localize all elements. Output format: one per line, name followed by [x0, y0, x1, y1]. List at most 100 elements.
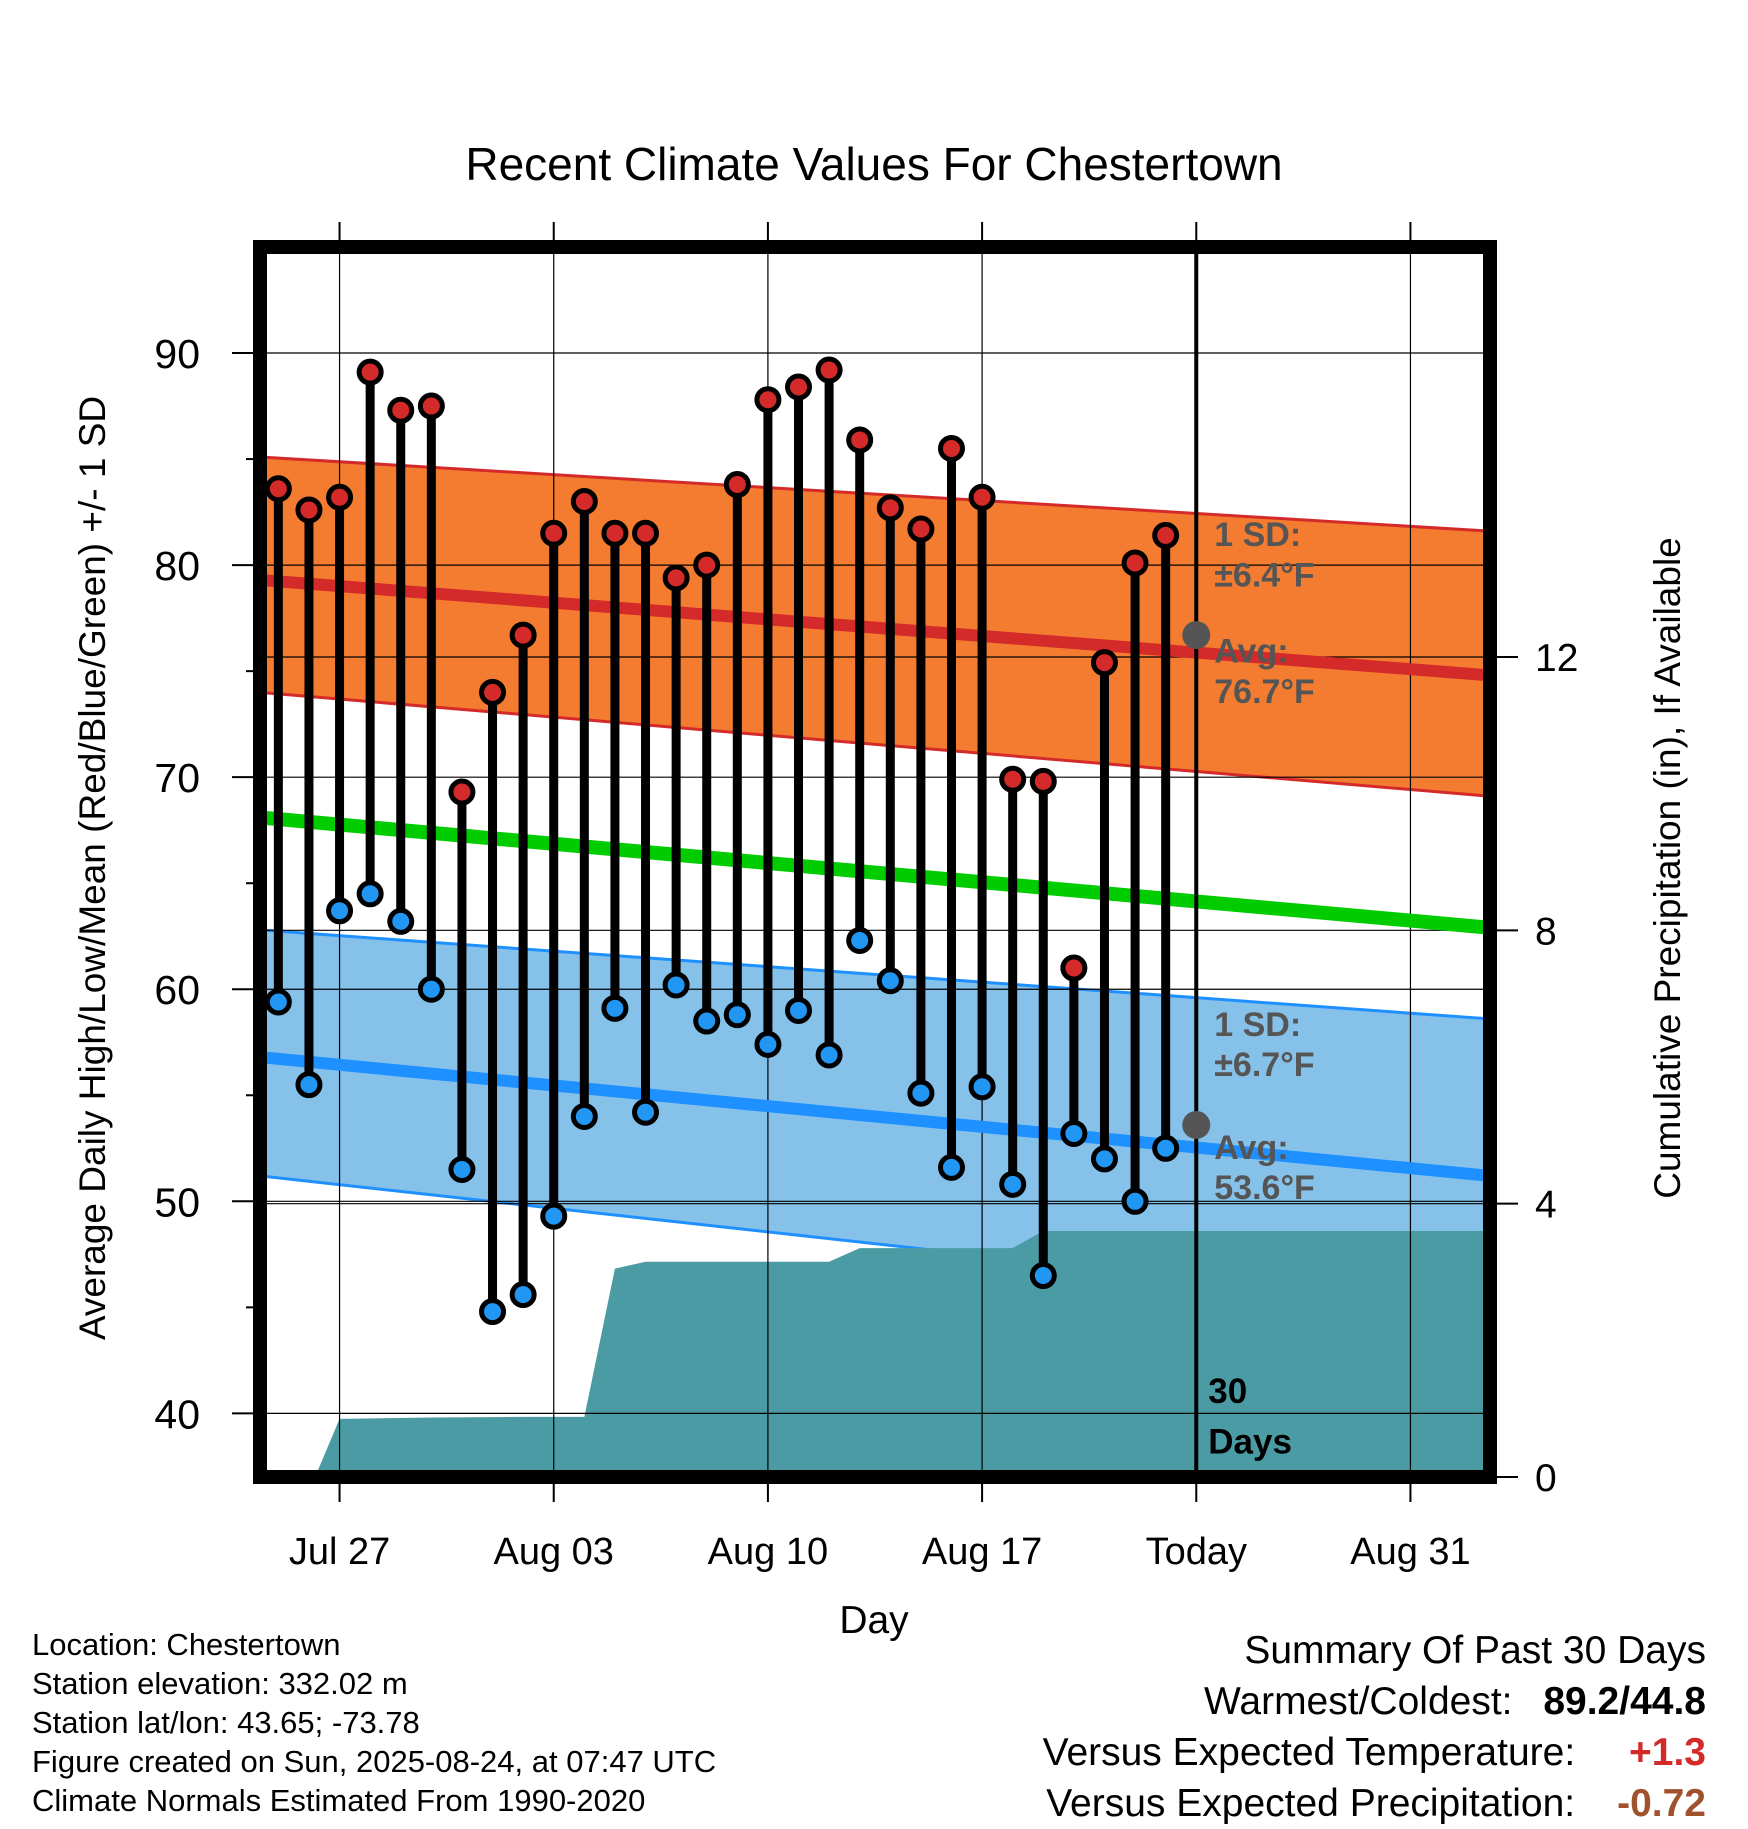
y2-tick-label-4: 4 [1535, 1184, 1557, 1227]
obs-low-dot-9 [540, 1202, 568, 1230]
y-tick-label-90: 90 [154, 331, 200, 377]
x-tick-label-2: Aug 10 [708, 1531, 828, 1573]
y2-tick-label-12: 12 [1535, 637, 1578, 680]
summary-warm-cold-row: Warmest/Coldest: 89.2/44.8 [1043, 1676, 1706, 1727]
obs-high-dot-12 [632, 519, 660, 547]
obs-low-dot-26 [1060, 1119, 1088, 1147]
obs-low-dot-21 [907, 1079, 935, 1107]
summary-temp-row: Versus Expected Temperature: +1.3 [1043, 1727, 1706, 1778]
obs-high-dot-23 [968, 483, 996, 511]
obs-low-dot-1 [295, 1071, 323, 1099]
high-sd-value: ±6.4°F [1214, 556, 1314, 594]
high-avg-label: Avg: [1214, 633, 1288, 671]
obs-low-dot-4 [387, 907, 415, 935]
today-days-label-line1: 30 [1208, 1372, 1247, 1411]
info-normals: Climate Normals Estimated From 1990-2020 [32, 1783, 646, 1818]
obs-low-dot-29 [1152, 1134, 1180, 1162]
obs-low-dot-10 [570, 1102, 598, 1130]
x-tick-label-0: Jul 27 [289, 1531, 390, 1573]
warm-cold-value: 89.2/44.8 [1543, 1680, 1706, 1723]
y2-tick-label-8: 8 [1535, 910, 1557, 953]
obs-high-dot-15 [723, 471, 751, 499]
summary-precip-row: Versus Expected Precipitation: -0.72 [1043, 1778, 1706, 1829]
info-created: Figure created on Sun, 2025-08-24, at 07… [32, 1744, 717, 1779]
low-avg-label: Avg: [1214, 1129, 1288, 1167]
today-layer: 30 Days [1194, 247, 1292, 1477]
high-sd-label: 1 SD: [1214, 516, 1301, 554]
avg-mean-line [260, 810, 1490, 935]
obs-high-dot-26 [1060, 954, 1088, 982]
x-tick-label-4: Today [1146, 1531, 1247, 1573]
plot-frame [253, 240, 1497, 1484]
obs-low-dot-27 [1090, 1145, 1118, 1173]
obs-high-dot-24 [999, 765, 1027, 793]
low-avg-value: 53.6°F [1214, 1169, 1315, 1207]
info-elevation: Station elevation: 332.02 m [32, 1666, 408, 1701]
y2-axis-label: Cumulative Precipitation (in), If Availa… [1647, 537, 1688, 1199]
today-low-avg-marker [1182, 1110, 1211, 1139]
obs-high-dot-0 [264, 475, 292, 503]
precip-area [260, 1231, 1490, 1477]
obs-high-dot-29 [1152, 521, 1180, 549]
y-tick-label-40: 40 [154, 1391, 200, 1437]
obs-high-dot-14 [693, 551, 721, 579]
info-latlon: Station lat/lon: 43.65; -73.78 [32, 1705, 420, 1740]
y-tick-label-70: 70 [154, 755, 200, 801]
high-avg-value: 76.7°F [1214, 673, 1315, 711]
low-sd-value: ±6.7°F [1214, 1046, 1314, 1084]
obs-high-dot-4 [387, 396, 415, 424]
info-location: Location: Chestertown [32, 1627, 341, 1662]
obs-high-dot-9 [540, 519, 568, 547]
obs-high-dot-28 [1121, 549, 1149, 577]
high-band-upper-edge [260, 455, 1490, 533]
precip-layer [260, 1231, 1490, 1477]
obs-low-dot-24 [999, 1170, 1027, 1198]
obs-low-dot-17 [785, 996, 813, 1024]
summary-panel: Summary Of Past 30 Days Warmest/Coldest:… [1043, 1625, 1706, 1829]
obs-high-dot-25 [1029, 767, 1057, 795]
obs-low-dot-19 [846, 926, 874, 954]
x-tick-label-3: Aug 17 [922, 1531, 1042, 1573]
obs-high-dot-7 [479, 678, 507, 706]
high-band-lower-edge [260, 690, 1490, 798]
obs-low-dot-5 [417, 975, 445, 1003]
observation-bars [264, 356, 1180, 1326]
low-sd-label: 1 SD: [1214, 1006, 1301, 1044]
x-tick-label-1: Aug 03 [494, 1531, 614, 1573]
obs-low-dot-8 [509, 1281, 537, 1309]
obs-low-dot-22 [937, 1153, 965, 1181]
obs-high-dot-21 [907, 515, 935, 543]
obs-low-dot-20 [876, 967, 904, 995]
obs-high-dot-11 [601, 519, 629, 547]
obs-low-dot-16 [754, 1030, 782, 1058]
obs-low-dot-28 [1121, 1187, 1149, 1215]
y-tick-label-60: 60 [154, 967, 200, 1013]
x-tick-label-5: Aug 31 [1350, 1531, 1470, 1573]
obs-low-dot-3 [356, 880, 384, 908]
obs-low-dot-13 [662, 971, 690, 999]
obs-low-dot-0 [264, 988, 292, 1016]
x-axis-label: Day [839, 1599, 909, 1642]
obs-high-dot-20 [876, 494, 904, 522]
obs-high-dot-16 [754, 386, 782, 414]
obs-high-dot-6 [448, 778, 476, 806]
obs-low-dot-11 [601, 994, 629, 1022]
obs-high-dot-22 [937, 434, 965, 462]
warm-cold-label: Warmest/Coldest: [1204, 1680, 1513, 1723]
y-axis-label: Average Daily High/Low/Mean (Red/Blue/Gr… [72, 396, 113, 1340]
obs-high-dot-1 [295, 496, 323, 524]
temp-value: +1.3 [1629, 1731, 1706, 1774]
obs-high-dot-17 [785, 373, 813, 401]
obs-low-dot-2 [326, 897, 354, 925]
precip-label: Versus Expected Precipitation: [1046, 1782, 1576, 1825]
obs-low-dot-15 [723, 1001, 751, 1029]
today-high-avg-marker [1182, 621, 1211, 650]
axes: 40 50 60 70 80 90 0 4 8 12 Jul 27 Aug 03 Aug 10 Aug 1… [154, 222, 1578, 1573]
obs-low-dot-18 [815, 1041, 843, 1069]
obs-low-dot-6 [448, 1156, 476, 1183]
summary-title: Summary Of Past 30 Days [1244, 1629, 1706, 1672]
obs-high-dot-8 [509, 621, 537, 649]
